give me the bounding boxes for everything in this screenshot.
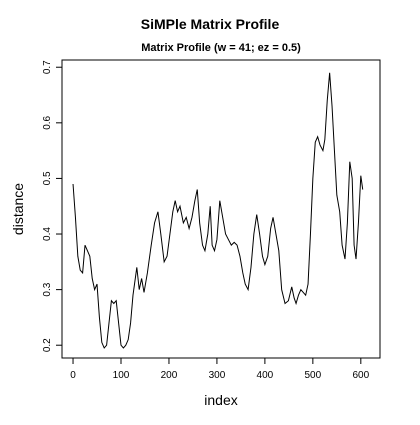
plot-box — [61, 59, 381, 359]
data-line — [72, 72, 364, 349]
chart-subtitle: Matrix Profile (w = 41; ez = 0.5) — [141, 42, 301, 54]
x-tick-label: 500 — [305, 370, 322, 381]
y-axis-label: distance — [10, 183, 26, 235]
x-tick-label: 100 — [113, 370, 130, 381]
x-tick-label: 0 — [70, 370, 76, 381]
x-tick-label: 400 — [257, 370, 274, 381]
y-tick-label: 0.3 — [42, 282, 53, 296]
y-tick-label: 0.7 — [42, 60, 53, 74]
x-tick-label: 600 — [352, 370, 369, 381]
y-tick-label: 0.5 — [42, 171, 53, 185]
y-tick-label: 0.2 — [42, 338, 53, 352]
x-tick-label: 300 — [209, 370, 226, 381]
y-tick-label: 0.6 — [42, 115, 53, 129]
y-tick-label: 0.4 — [42, 227, 53, 241]
x-axis-label: index — [204, 392, 237, 408]
chart-title: SiMPle Matrix Profile — [141, 16, 280, 32]
x-tick-label: 200 — [161, 370, 178, 381]
